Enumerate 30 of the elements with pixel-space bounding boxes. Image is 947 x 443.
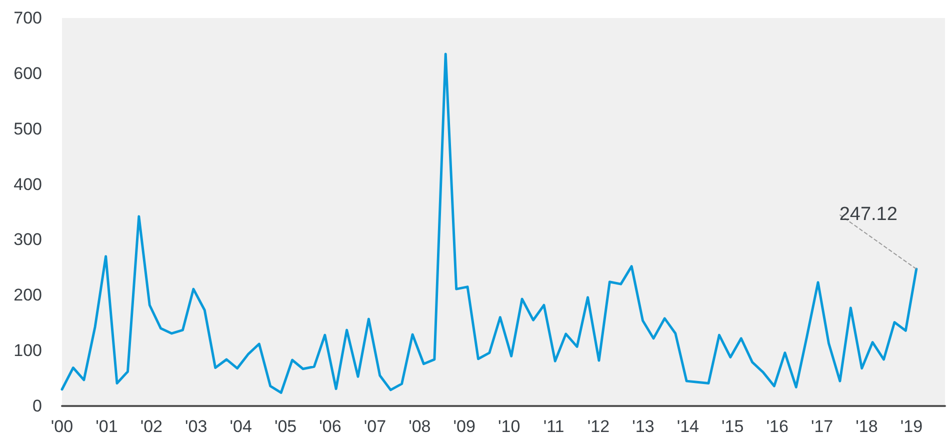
x-tick-label: '07 (364, 417, 386, 436)
x-tick-label: '19 (900, 417, 923, 436)
y-tick-label: 700 (14, 8, 42, 28)
line-series (60, 52, 918, 394)
x-tick-label: '15 (722, 417, 744, 436)
x-tick-label: '04 (230, 417, 252, 436)
x-tick-label: '09 (453, 417, 476, 436)
x-tick-label: '17 (810, 417, 834, 436)
x-tick-label: '16 (766, 417, 788, 436)
y-tick-label: 400 (14, 174, 42, 194)
y-tick-label: 200 (14, 286, 42, 305)
y-tick-label: 100 (14, 341, 42, 360)
x-tick-label: '03 (185, 417, 208, 436)
y-tick-label: 300 (14, 230, 42, 250)
x-tick-label: '02 (140, 417, 162, 436)
x-tick-label: '05 (274, 417, 297, 436)
annotation: 247.12 (839, 204, 898, 226)
x-tick-label: '10 (498, 417, 520, 436)
x-tick-label: '06 (319, 417, 342, 436)
x-tick-label: '01 (96, 417, 118, 436)
y-tick-label: 0 (32, 396, 42, 416)
x-tick-label: '13 (632, 417, 654, 436)
x-tick-label: '08 (408, 417, 431, 436)
x-tick-label: '18 (856, 417, 878, 436)
x-tick-label: '00 (50, 417, 74, 436)
x-tick-label: '11 (543, 417, 564, 436)
y-tick-label: 500 (14, 119, 42, 138)
y-tick-label: 600 (14, 64, 42, 83)
x-tick-label: '14 (676, 417, 699, 436)
x-tick-label: '12 (587, 417, 610, 436)
